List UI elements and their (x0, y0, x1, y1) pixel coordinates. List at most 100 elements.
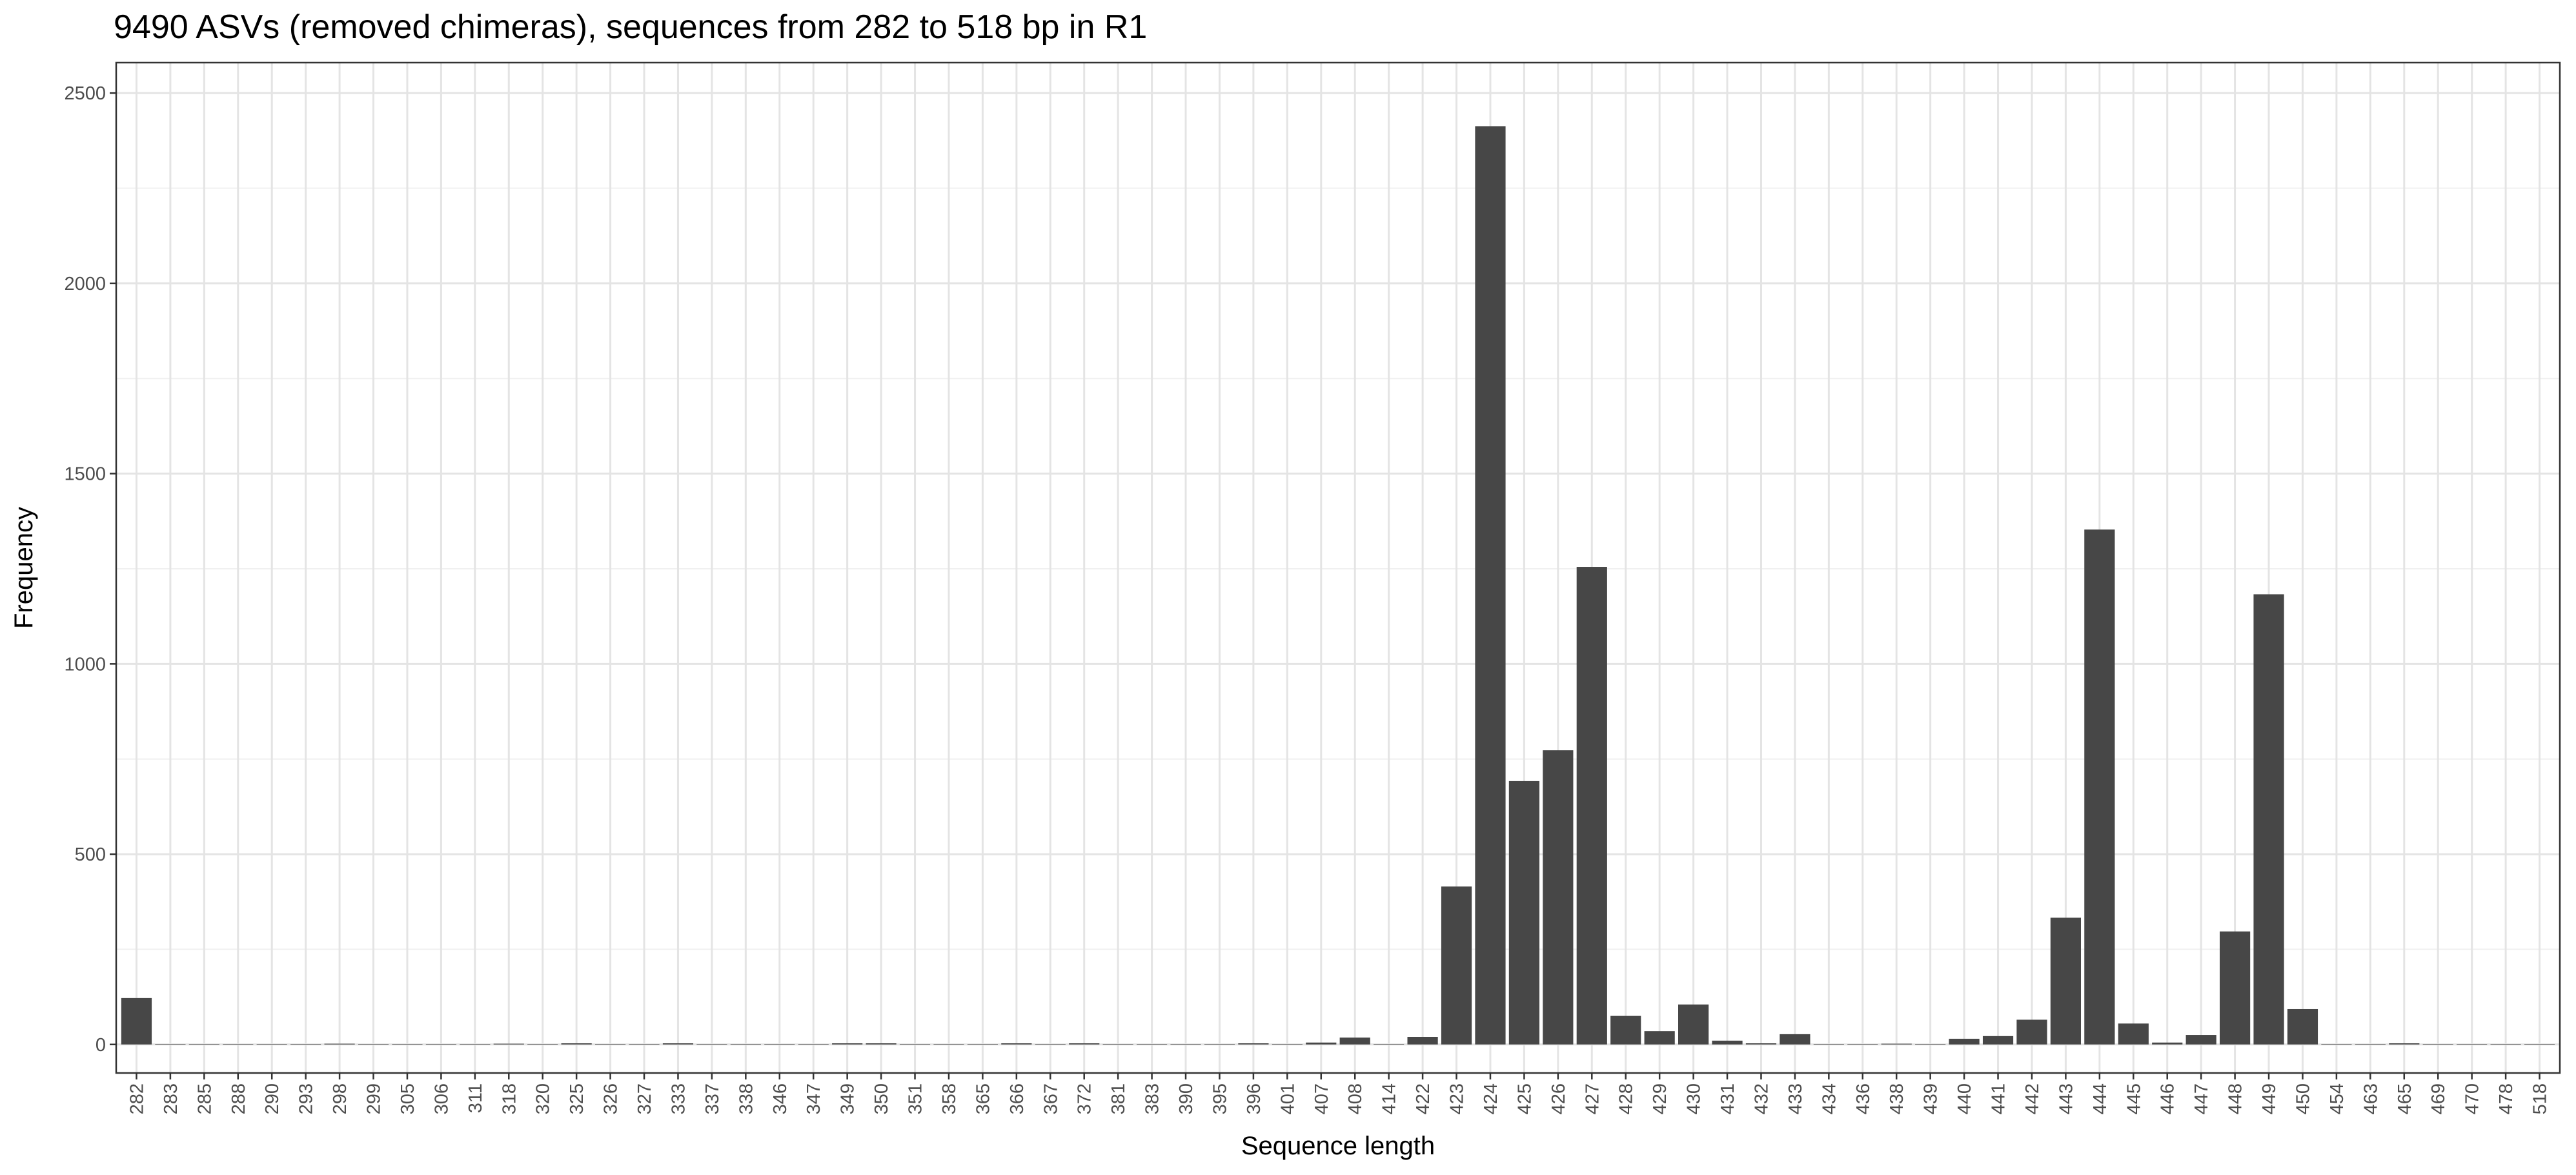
bar-422 (1407, 1037, 1438, 1045)
x-tick-label: 438 (1887, 1083, 1907, 1114)
bar-439 (1915, 1044, 1946, 1045)
bar-290 (256, 1044, 287, 1045)
bar-293 (290, 1044, 321, 1045)
bar-434 (1813, 1044, 1844, 1045)
x-tick-label: 381 (1108, 1083, 1129, 1114)
x-tick-label: 283 (161, 1083, 181, 1114)
bar-306 (425, 1044, 456, 1045)
bar-305 (392, 1044, 423, 1045)
bar-407 (1306, 1042, 1337, 1045)
bar-327 (629, 1044, 660, 1045)
bar-445 (2118, 1023, 2149, 1045)
bar-333 (662, 1043, 694, 1045)
x-tick-label: 306 (431, 1083, 452, 1114)
bar-454 (2321, 1044, 2352, 1045)
x-tick-label: 443 (2056, 1083, 2076, 1114)
x-tick-label: 311 (465, 1083, 486, 1113)
bar-337 (696, 1044, 727, 1045)
bar-358 (933, 1044, 964, 1045)
x-axis: 282 283 285 288 290 293 298 299 305 306 311 318 320 3… (127, 1073, 2551, 1114)
x-tick-label: 449 (2259, 1083, 2280, 1114)
x-tick-label: 422 (1413, 1083, 1434, 1114)
x-tick-label: 282 (127, 1083, 147, 1114)
bar-396 (1238, 1043, 1269, 1045)
bar-442 (2016, 1019, 2047, 1045)
bar-463 (2355, 1044, 2386, 1045)
bar-320 (527, 1044, 558, 1045)
bar-351 (899, 1044, 931, 1045)
x-tick-label: 365 (973, 1083, 993, 1114)
x-tick-label: 448 (2226, 1083, 2246, 1114)
x-tick-label: 333 (668, 1083, 689, 1114)
x-tick-label: 318 (499, 1083, 520, 1114)
y-tick-label: 2500 (64, 83, 106, 104)
y-axis-title: Frequency (10, 507, 38, 629)
bar-350 (866, 1043, 897, 1045)
bar-346 (764, 1044, 795, 1045)
bar-381 (1102, 1044, 1133, 1045)
y-tick-label: 1500 (64, 464, 106, 485)
x-tick-label: 450 (2293, 1083, 2313, 1114)
bar-448 (2220, 931, 2251, 1045)
x-tick-label: 305 (398, 1083, 418, 1114)
x-tick-label: 326 (601, 1083, 622, 1114)
bar-431 (1712, 1040, 1743, 1045)
bar-430 (1678, 1004, 1709, 1045)
bar-338 (730, 1044, 761, 1045)
x-tick-label: 351 (906, 1083, 926, 1114)
x-tick-label: 350 (871, 1083, 892, 1114)
y-axis: 0 500 1000 1500 2000 2500 (64, 83, 116, 1056)
x-tick-label: 446 (2158, 1083, 2178, 1114)
bar-372 (1069, 1043, 1100, 1045)
x-tick-label: 445 (2124, 1083, 2144, 1114)
bar-414 (1374, 1044, 1405, 1045)
x-tick-label: 463 (2360, 1083, 2381, 1114)
bar-427 (1576, 567, 1607, 1045)
x-tick-label: 430 (1684, 1083, 1705, 1114)
bar-424 (1475, 126, 1506, 1045)
x-tick-label: 444 (2090, 1083, 2111, 1114)
x-tick-label: 396 (1244, 1083, 1264, 1114)
bar-446 (2152, 1042, 2183, 1045)
bar-285 (188, 1044, 219, 1045)
plot-panel-border (115, 61, 2561, 1074)
x-tick-label: 518 (2530, 1083, 2551, 1114)
x-tick-label: 390 (1176, 1083, 1197, 1114)
bar-299 (358, 1044, 389, 1045)
x-tick-label: 401 (1277, 1083, 1298, 1114)
bar-347 (798, 1044, 829, 1045)
bar-433 (1780, 1034, 1810, 1045)
bar-288 (223, 1044, 254, 1045)
x-tick-label: 434 (1819, 1083, 1840, 1114)
x-tick-label: 366 (1007, 1083, 1028, 1114)
bar-465 (2389, 1043, 2420, 1045)
x-tick-label: 320 (533, 1083, 554, 1114)
x-tick-label: 470 (2462, 1083, 2483, 1114)
bar-440 (1949, 1038, 1980, 1045)
x-tick-label: 424 (1481, 1083, 1501, 1114)
bar-318 (493, 1043, 524, 1045)
x-axis-title: Sequence length (1241, 1132, 1435, 1160)
bar-366 (1001, 1043, 1032, 1045)
x-tick-label: 367 (1040, 1083, 1061, 1114)
bar-518 (2524, 1044, 2555, 1045)
x-tick-label: 425 (1514, 1083, 1535, 1114)
x-tick-label: 440 (1954, 1083, 1975, 1114)
bar-298 (324, 1043, 355, 1045)
bar-311 (460, 1044, 491, 1045)
bar-367 (1035, 1044, 1066, 1045)
bar-436 (1847, 1044, 1878, 1045)
bar-423 (1441, 886, 1472, 1045)
bar-432 (1745, 1043, 1777, 1045)
x-tick-label: 465 (2395, 1083, 2415, 1114)
grid (116, 63, 2560, 1073)
x-tick-label: 337 (702, 1083, 723, 1114)
bar-395 (1204, 1044, 1235, 1045)
x-tick-label: 429 (1650, 1083, 1670, 1114)
y-tick-label: 2000 (64, 274, 106, 294)
bar-441 (1982, 1036, 2014, 1045)
y-tick-label: 500 (75, 844, 106, 865)
x-tick-label: 285 (194, 1083, 215, 1114)
x-tick-label: 431 (1718, 1083, 1738, 1114)
